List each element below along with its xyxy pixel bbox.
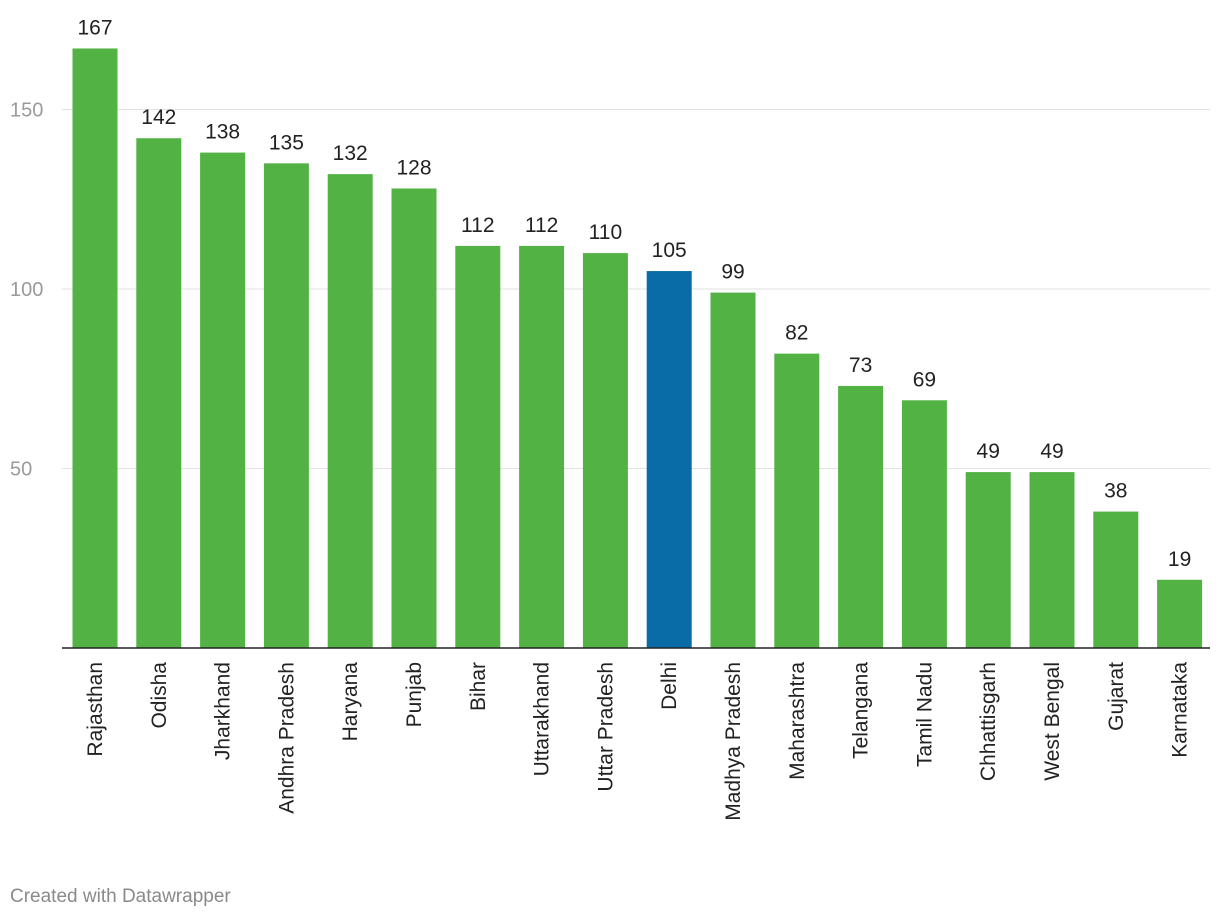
x-tick-label: Delhi	[658, 662, 681, 710]
gridlines	[62, 109, 1210, 469]
y-tick-label: 50	[10, 459, 32, 481]
value-label: 167	[77, 16, 112, 39]
bar	[838, 385, 884, 648]
bar	[710, 292, 756, 648]
bar	[72, 48, 118, 649]
x-axis-labels: Rajasthan Odisha Jharkhand Andhra Pradesh Ha…	[84, 662, 1192, 821]
bar	[965, 472, 1011, 648]
value-label: 135	[269, 131, 304, 154]
bar	[1093, 511, 1139, 648]
x-tick-label: Chhattisgarh	[977, 662, 1000, 781]
x-tick-label: Rajasthan	[84, 662, 107, 757]
credit-text: Created with Datawrapper	[10, 886, 231, 907]
x-tick-label: Punjab	[403, 662, 426, 727]
y-tick-label: 100	[10, 279, 43, 301]
x-tick-label: Jharkhand	[212, 662, 235, 760]
value-label: 73	[849, 354, 872, 377]
bar	[646, 271, 692, 648]
value-label: 105	[652, 239, 687, 262]
bar	[391, 188, 437, 649]
value-label: 69	[913, 368, 936, 391]
bar	[519, 245, 565, 649]
value-label: 49	[977, 440, 1000, 463]
bar	[1157, 579, 1203, 648]
x-tick-label: Andhra Pradesh	[275, 662, 298, 814]
value-label: 128	[396, 156, 431, 179]
value-labels: 167 142 138 135 132 128 112 112 110 105 99 82 73 69 49…	[77, 16, 1191, 570]
bar	[263, 163, 309, 648]
value-label: 138	[205, 121, 240, 144]
bar	[1029, 472, 1075, 648]
x-tick-label: Karnataka	[1169, 662, 1192, 758]
bar-chart: 50 100 150 167 142 138 135 132 128 112 112 110 105 9…	[10, 16, 1210, 821]
value-label: 112	[525, 214, 558, 237]
bar	[200, 152, 246, 648]
x-tick-label: Odisha	[148, 662, 171, 729]
bar	[582, 253, 628, 648]
bar	[136, 138, 182, 648]
x-tick-label: Bihar	[467, 662, 490, 711]
value-label: 142	[141, 106, 176, 129]
bar	[774, 353, 820, 648]
value-label: 82	[785, 322, 808, 345]
bar	[901, 400, 947, 648]
x-tick-label: Gujarat	[1105, 662, 1128, 731]
value-label: 110	[589, 221, 622, 244]
x-tick-label: Uttarakhand	[531, 662, 554, 776]
x-tick-label: Telangana	[850, 662, 873, 759]
y-axis-ticks: 50 100 150	[10, 100, 43, 481]
x-tick-label: Haryana	[339, 662, 362, 742]
value-label: 38	[1104, 480, 1127, 503]
value-label: 132	[333, 142, 368, 165]
bars	[72, 48, 1203, 649]
bar	[327, 174, 373, 648]
value-label: 19	[1168, 548, 1191, 571]
x-tick-label: Uttar Pradesh	[594, 662, 617, 792]
value-label: 99	[721, 261, 744, 284]
value-label: 49	[1040, 440, 1063, 463]
x-tick-label: Maharashtra	[786, 662, 809, 780]
y-tick-label: 150	[10, 100, 43, 122]
bar	[455, 245, 501, 649]
x-tick-label: Madhya Pradesh	[722, 662, 745, 821]
x-tick-label: Tamil Nadu	[913, 662, 936, 767]
x-tick-label: West Bengal	[1041, 662, 1064, 781]
value-label: 112	[461, 214, 494, 237]
